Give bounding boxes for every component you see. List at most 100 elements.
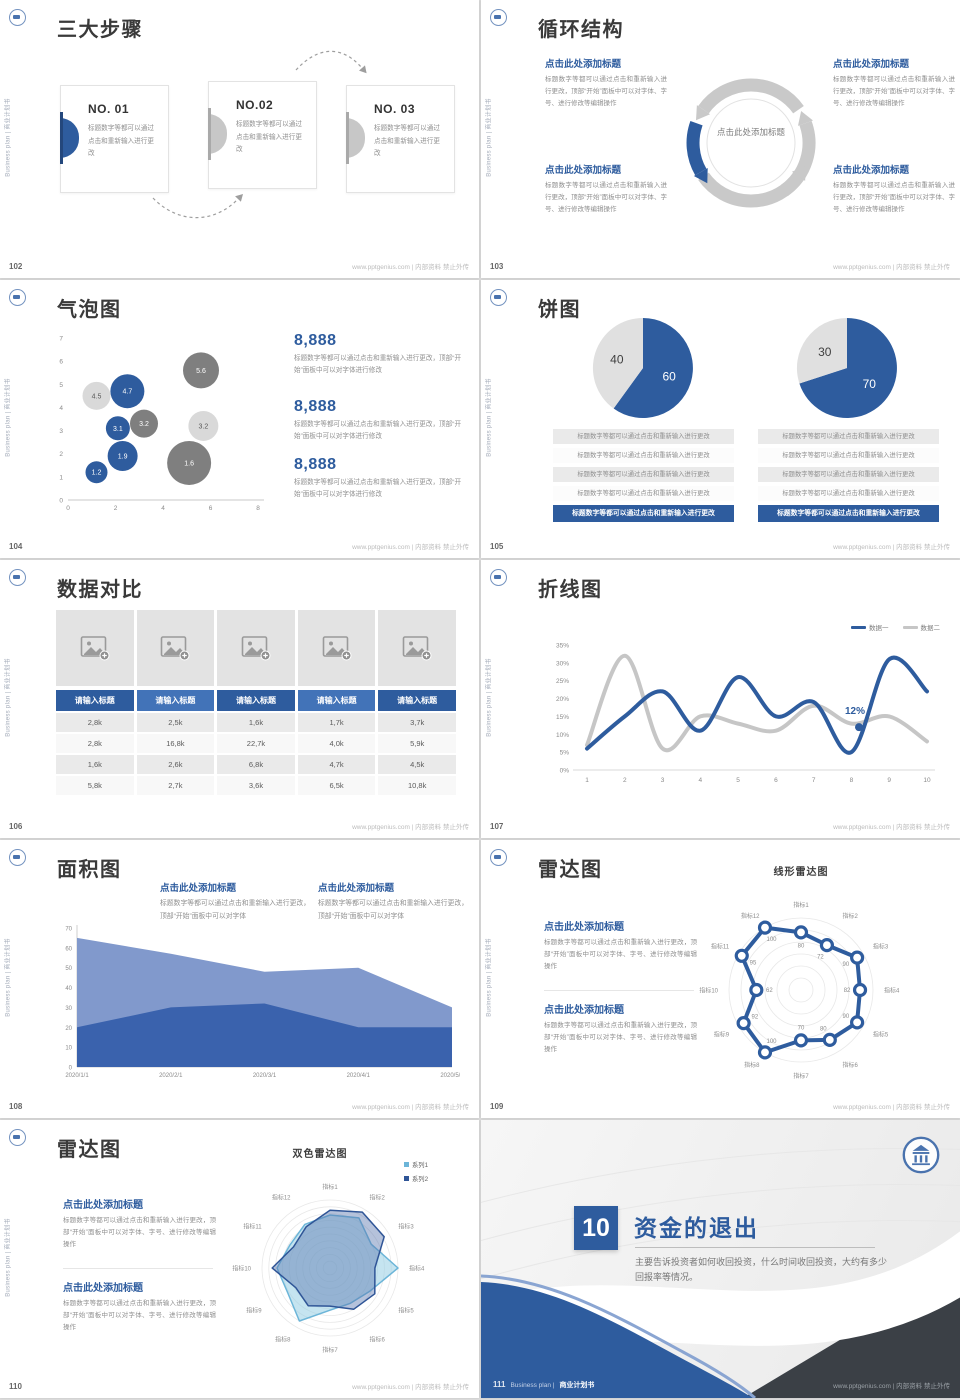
svg-text:72: 72 [817,954,824,960]
svg-text:70: 70 [863,377,877,391]
page-title: 折线图 [538,579,603,601]
slide-105[interactable]: Business plan | 商业计划书 饼图 60 40 70 30 标题数字等… [481,280,960,558]
step-bullet-icon [60,112,79,164]
svg-text:25%: 25% [556,678,569,685]
area-block-2: 点击此处添加标题 标题数字等都可以通过点击和重新输入进行更改，顶部“开始”面板中… [318,883,468,920]
image-placeholder[interactable] [217,610,295,686]
caption-row: 标题数字等都可以通过点击和重新输入进行更改 [758,429,939,444]
page-title: 面积图 [57,859,122,881]
svg-text:1: 1 [59,474,63,481]
cycle-block-top-left: 点击此处添加标题 标题数字等都可以通过点击和重新输入进行更改，顶部“开始”面板中… [545,59,667,108]
slide-111[interactable]: 10 资金的退出 主要告诉投资者如何收回投资，什么时间收回投资，大约有多少回报率… [481,1120,960,1398]
slide-102[interactable]: Business plan | 商业计划书 三大步骤 NO. 01 标题数字等都… [0,0,479,278]
svg-text:1: 1 [585,777,589,784]
table-header-cell: 请输入标题 [378,690,456,711]
slide-103[interactable]: Business plan | 商业计划书 循环结构 点击此处添加标题 标题数字… [481,0,960,278]
page-title: 雷达图 [57,1139,122,1161]
svg-text:指标10: 指标10 [699,987,718,995]
svg-text:10: 10 [923,777,931,784]
radar-chart-line: 指标1 指标2 指标3 指标4 指标5 指标6 指标7 指标8 指标9 指标10 指标11 指标12 8… [699,901,900,1080]
caption-row: 标题数字等都可以通过点击和重新输入进行更改 [758,448,939,463]
svg-text:指标12: 指标12 [272,1194,291,1202]
svg-text:指标10: 指标10 [232,1265,251,1273]
table-header-cell: 请输入标题 [217,690,295,711]
caption-row: 标题数字等都可以通过点击和重新输入进行更改 [553,448,734,463]
svg-text:9: 9 [887,777,891,784]
svg-text:指标8: 指标8 [744,1061,760,1069]
comparison-table: 请输入标题 2,8k 2,8k 1,6k 5,8k 请输入标题 2,5k 16,8k 2,6k 2… [56,610,456,795]
cycle-center-label: 点击此处添加标题 [716,127,785,137]
table-cell: 2,8k [56,734,134,753]
slide-110[interactable]: Business plan | 商业计划书 雷达图 双色雷达图 点击此处添加标题… [0,1120,479,1398]
svg-text:35%: 35% [556,643,569,650]
table-cell: 2,5k [136,713,215,732]
svg-text:62: 62 [766,988,773,994]
svg-text:指标12: 指标12 [741,912,760,920]
legend-label: 系列1 [412,1162,429,1169]
svg-text:1.9: 1.9 [118,454,128,461]
svg-text:2020/2/1: 2020/2/1 [159,1073,183,1079]
svg-text:15%: 15% [556,714,569,721]
step-card-1[interactable]: NO. 01 标题数字等都可以通过点击和重新输入进行更改 [60,85,169,193]
image-placeholder-icon [80,636,110,661]
image-placeholder[interactable] [56,610,134,686]
stat-number: 8,888 [294,456,337,473]
series1-line-swatch [851,625,866,629]
slide-108[interactable]: Business plan | 商业计划书 面积图 点击此处添加标题 标题数字等… [0,840,479,1118]
sidebar-vertical-label: Business plan | 商业计划书 [5,1218,12,1297]
section-number-badge: 10 [574,1206,618,1250]
svg-text:92: 92 [752,1015,759,1021]
page-number: 102 [9,262,23,271]
svg-text:70: 70 [798,1025,805,1031]
image-placeholder[interactable] [297,610,376,686]
school-logo-icon [9,569,26,586]
svg-text:指标7: 指标7 [793,1072,809,1080]
area-block-1: 点击此处添加标题 标题数字等都可以通过点击和重新输入进行更改，顶部“开始”面板中… [160,883,310,920]
sidebar-vertical-label: Business plan | 商业计划书 [486,658,493,737]
slide-107[interactable]: Business plan | 商业计划书 折线图 数据一 数据二 0% 5% 10… [481,560,960,838]
svg-text:3: 3 [59,428,63,435]
pie-caption-list-right: 标题数字等都可以通过点击和重新输入进行更改 标题数字等都可以通过点击和重新输入进… [758,429,939,526]
svg-text:2: 2 [114,505,118,512]
image-placeholder[interactable] [378,610,456,686]
divider [544,990,694,991]
cover-footer-left: 111 Business plan | 商业计划书 [493,1380,595,1389]
image-placeholder[interactable] [136,610,215,686]
svg-text:30%: 30% [556,660,569,667]
svg-text:指标3: 指标3 [398,1223,414,1231]
footer-url: www.pptgenius.com | 内部资料 禁止外传 [352,824,469,831]
svg-text:8: 8 [256,505,260,512]
cycle-arrows-diagram [686,78,816,208]
svg-text:6: 6 [209,505,213,512]
svg-text:6: 6 [59,359,63,366]
svg-text:60: 60 [65,946,72,952]
step-body: 标题数字等都可以通过点击和重新输入进行更改 [374,125,440,158]
page-title: 气泡图 [57,299,122,321]
svg-text:指标1: 指标1 [322,1183,338,1191]
footer-url: www.pptgenius.com | 内部资料 禁止外传 [352,264,469,271]
series1-swatch [404,1162,409,1167]
table-cell: 16,8k [136,734,215,753]
footer-url: www.pptgenius.com | 内部资料 禁止外传 [833,544,950,551]
slide-106[interactable]: Business plan | 商业计划书 数据对比 请输入标题 2,8k 2,8k… [0,560,479,838]
cover-waves [481,1231,960,1398]
svg-text:4: 4 [699,777,703,784]
step-card-3[interactable]: NO. 03 标题数字等都可以通过点击和重新输入进行更改 [346,85,455,193]
stat-block-3: 8,888 标题数字等都可以通过点击和重新输入进行更改，顶部“开始”面板中可以对… [294,456,462,499]
step-card-2[interactable]: NO.02 标题数字等都可以通过点击和重新输入进行更改 [208,81,317,189]
slide-109[interactable]: Business plan | 商业计划书 雷达图 线形雷达图 点击此处添加标题… [481,840,960,1118]
page-title: 循环结构 [538,19,624,41]
area-chart: 0 10 20 30 40 50 60 70 2020/1/1 2020/2/1 2020/3/1 2… [65,925,460,1079]
school-logo-icon [9,849,26,866]
svg-text:40: 40 [610,353,624,367]
table-cell: 3,6k [217,776,295,795]
svg-text:0%: 0% [560,768,570,775]
table-cell: 2,6k [136,755,215,774]
table-cell: 2,8k [56,713,134,732]
slide-104[interactable]: Business plan | 商业计划书 气泡图 0 1 2 3 4 5 6 7 0 2 4 6 8 4… [0,280,479,558]
table-cell: 2,7k [136,776,215,795]
caption-row: 标题数字等都可以通过点击和重新输入进行更改 [553,467,734,482]
svg-text:4.7: 4.7 [123,389,133,396]
page-number: 110 [9,1382,22,1391]
page-number: 108 [9,1102,23,1111]
